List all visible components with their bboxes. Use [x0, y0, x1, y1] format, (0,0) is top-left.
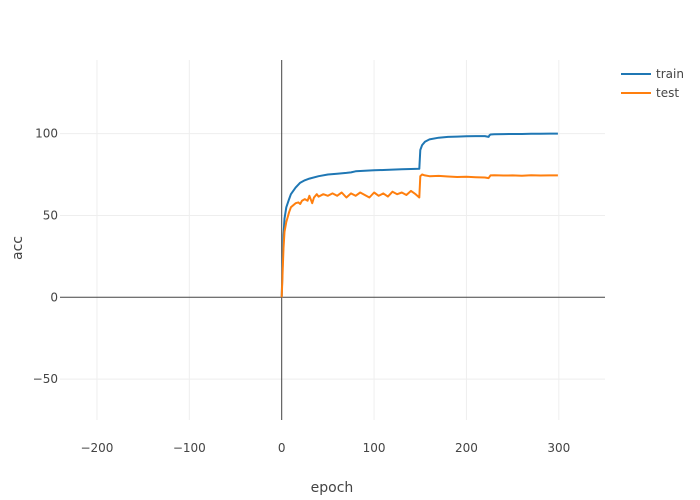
plot-series: [280, 132, 558, 298]
series-line-train[interactable]: [280, 132, 558, 298]
y-tick-label: 0: [50, 290, 58, 304]
x-tick-label: 0: [278, 441, 286, 455]
x-tick-label: 200: [455, 441, 478, 455]
legend-item-test[interactable]: test: [621, 86, 679, 100]
y-axis-ticks: −50 0 50 100: [33, 127, 58, 386]
x-tick-label: 100: [363, 441, 386, 455]
y-tick-label: 100: [35, 127, 58, 141]
y-axis-title: acc: [10, 236, 26, 260]
series-line-test[interactable]: [280, 173, 558, 298]
grid-lines: [60, 60, 605, 420]
x-tick-label: 300: [547, 441, 570, 455]
zero-lines: [60, 60, 605, 420]
x-tick-label: −200: [80, 441, 113, 455]
legend-item-train[interactable]: train: [621, 67, 684, 81]
x-tick-label: −100: [173, 441, 206, 455]
y-tick-label: 50: [43, 208, 58, 222]
legend[interactable]: train test: [621, 67, 684, 100]
x-axis-title: epoch: [311, 480, 354, 496]
x-axis-ticks: −200 −100 0 100 200 300: [80, 441, 570, 455]
legend-label: train: [656, 67, 684, 81]
y-tick-label: −50: [33, 372, 58, 386]
legend-label: test: [656, 86, 679, 100]
